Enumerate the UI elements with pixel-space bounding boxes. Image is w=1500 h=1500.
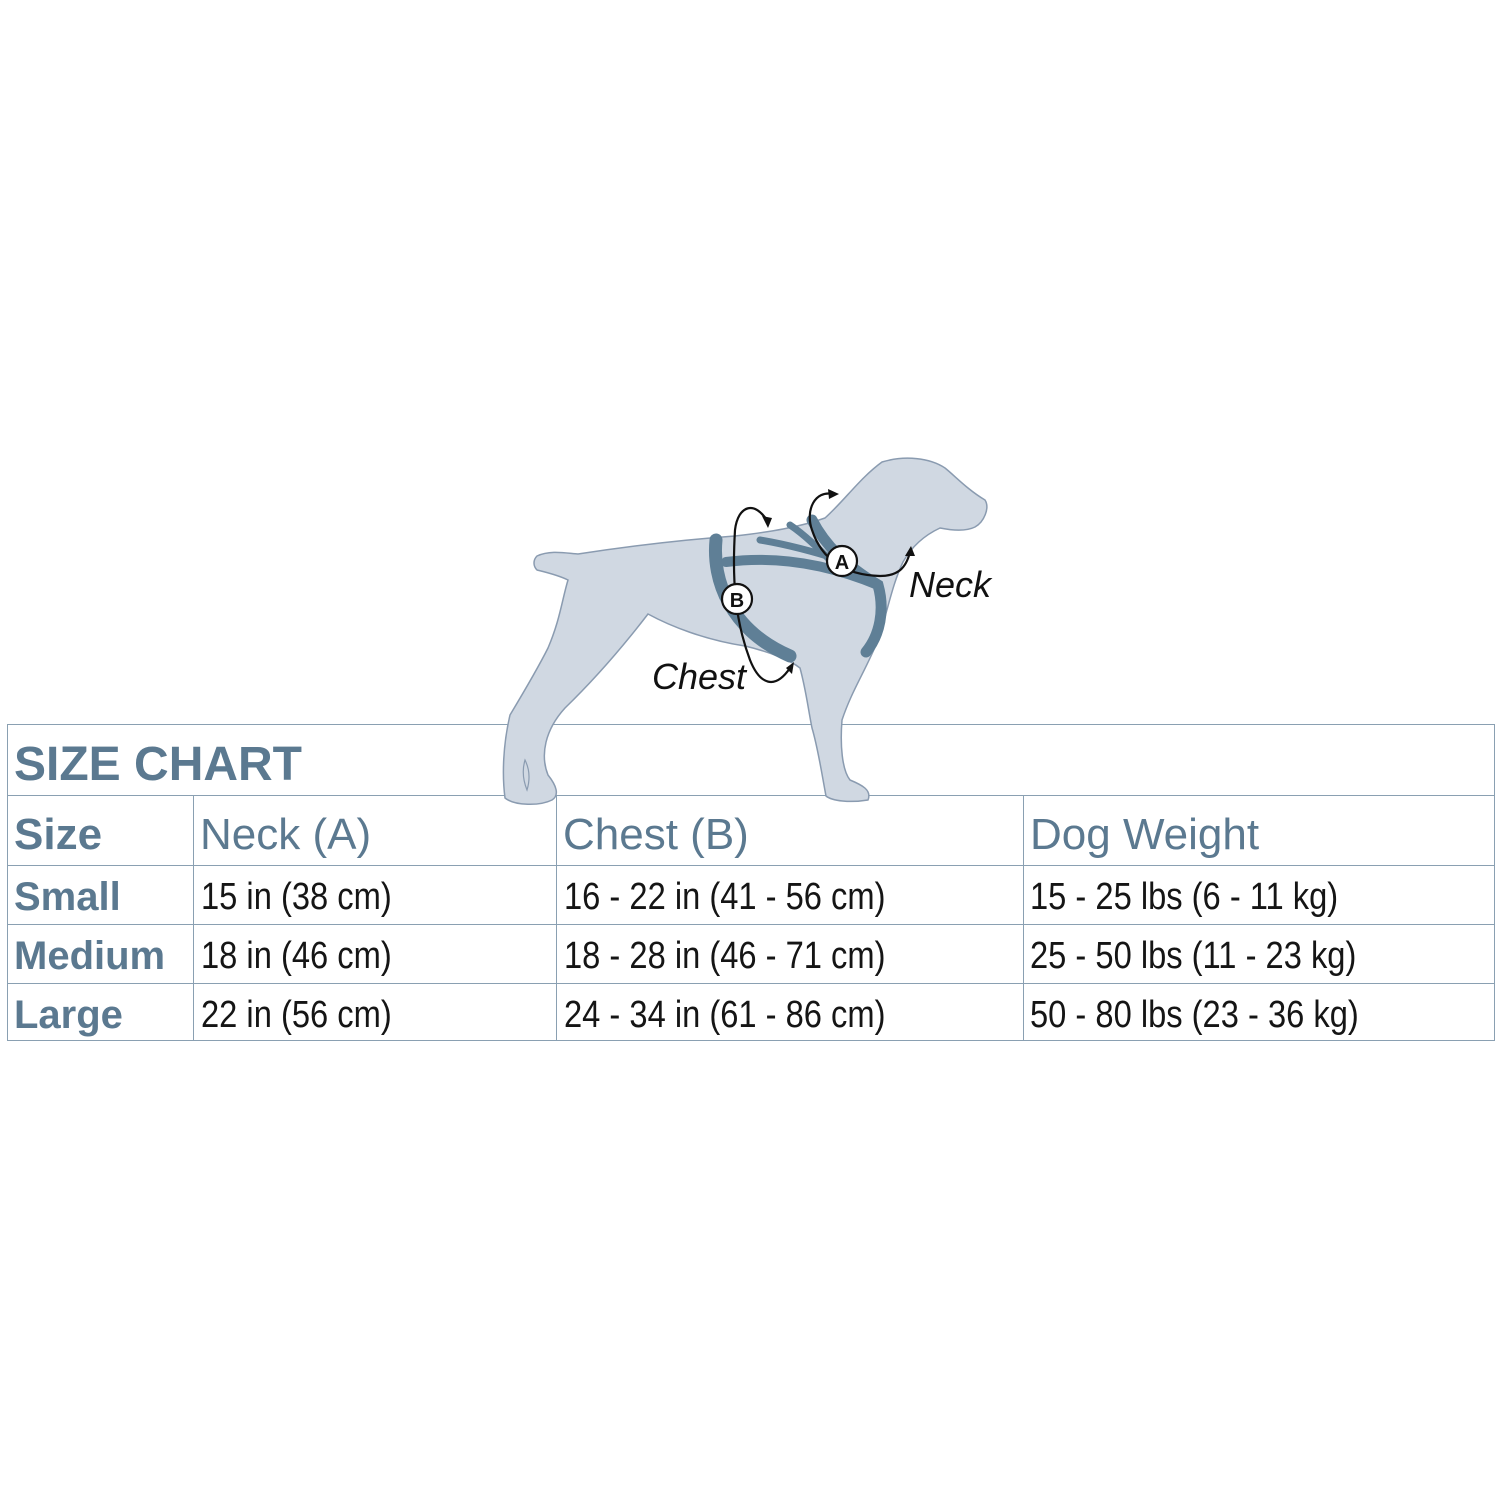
size-chart-table: SIZE CHART Size Neck (A) Chest (B) Dog W… bbox=[7, 724, 1495, 1041]
divider bbox=[556, 795, 557, 1040]
weight-cell: 50 - 80 lbs (23 - 36 kg) bbox=[1030, 994, 1359, 1036]
arrowhead-icon bbox=[905, 546, 915, 556]
header-size: Size bbox=[14, 810, 103, 859]
marker-b-label: B bbox=[730, 590, 744, 612]
neck-arrow bbox=[808, 492, 912, 578]
chest-cell: 18 - 28 in (46 - 71 cm) bbox=[564, 935, 886, 977]
weight-cell: 25 - 50 lbs (11 - 23 kg) bbox=[1030, 935, 1357, 977]
chest-cell: 24 - 34 in (61 - 86 cm) bbox=[564, 994, 886, 1036]
neck-cell: 18 in (46 cm) bbox=[201, 935, 392, 977]
chest-arrow bbox=[732, 506, 791, 684]
weight-cell: 15 - 25 lbs (6 - 11 kg) bbox=[1030, 876, 1339, 918]
size-cell: Small bbox=[14, 875, 121, 919]
divider bbox=[1023, 795, 1024, 1040]
size-cell: Large bbox=[14, 993, 123, 1037]
harness bbox=[708, 514, 887, 663]
neck-label: Neck bbox=[909, 564, 993, 605]
arrowhead-icon bbox=[786, 662, 794, 674]
divider bbox=[8, 795, 1494, 796]
header-neck: Neck (A) bbox=[200, 810, 372, 859]
size-cell: Medium bbox=[14, 934, 166, 978]
divider bbox=[8, 865, 1494, 866]
divider bbox=[8, 924, 1494, 925]
chest-label: Chest bbox=[652, 656, 748, 697]
measure-arrows bbox=[732, 492, 912, 684]
arrowhead-icon bbox=[762, 516, 772, 528]
chart-title: SIZE CHART bbox=[14, 738, 302, 791]
arrowhead-icon bbox=[828, 489, 839, 499]
neck-cell: 15 in (38 cm) bbox=[201, 876, 392, 918]
marker-a-label: A bbox=[835, 552, 849, 574]
header-weight: Dog Weight bbox=[1030, 810, 1260, 859]
divider bbox=[8, 983, 1494, 984]
marker-b: B bbox=[720, 582, 754, 616]
arrowheads bbox=[762, 489, 915, 674]
header-chest: Chest (B) bbox=[563, 810, 749, 859]
chest-cell: 16 - 22 in (41 - 56 cm) bbox=[564, 876, 886, 918]
marker-a: A bbox=[825, 544, 859, 578]
divider bbox=[193, 795, 194, 1040]
neck-cell: 22 in (56 cm) bbox=[201, 994, 392, 1036]
